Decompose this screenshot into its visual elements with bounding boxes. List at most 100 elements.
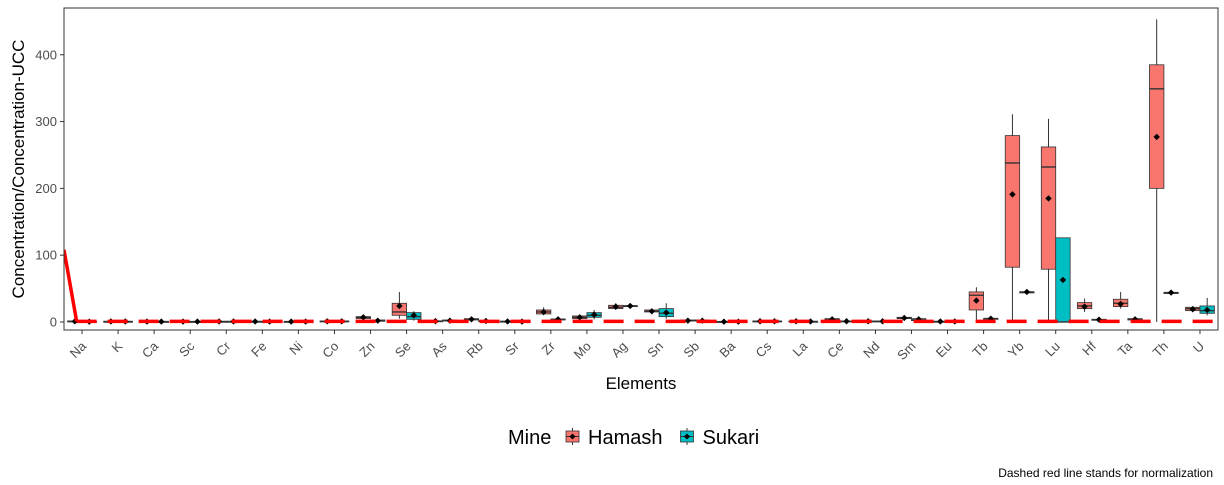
x-tick-label: K — [108, 338, 125, 355]
box-hamash-zr — [536, 307, 552, 316]
mean-marker — [1059, 276, 1067, 284]
x-axis: Na K Ca Sc Cr Fe Ni Co Zn Se As Rb Sr Zr Mo Ag Sn Sb Ba Cs L… — [67, 330, 1207, 363]
x-tick-label: Sb — [680, 339, 702, 361]
box-body — [1149, 64, 1165, 189]
box-sukari-sn — [658, 303, 674, 319]
plot-panel — [63, 7, 1219, 331]
x-tick-label: Sc — [176, 338, 198, 360]
y-tick-label: 100 — [35, 248, 57, 263]
x-tick-label: Rb — [463, 339, 485, 361]
x-tick-label: Nd — [860, 339, 882, 361]
legend-title: Mine — [508, 427, 551, 449]
x-tick-label: Lu — [1042, 339, 1063, 360]
box-sukari-ce — [838, 318, 855, 325]
x-tick-label: Hf — [1079, 338, 1099, 358]
mean-marker — [504, 318, 511, 325]
mean-marker — [410, 312, 418, 319]
x-tick-label: Ba — [716, 338, 738, 360]
mean-marker — [684, 317, 692, 324]
mean-marker — [540, 308, 547, 316]
x-tick-label: As — [428, 338, 450, 360]
mean-marker — [807, 318, 814, 325]
box-sukari-yb — [1019, 288, 1035, 296]
x-tick-label: Eu — [933, 339, 955, 361]
x-tick-label: Sn — [644, 339, 666, 361]
mean-marker — [626, 302, 634, 310]
x-tick-label: Cr — [213, 338, 234, 359]
box-hamash-sm — [896, 314, 912, 322]
box-body — [1004, 135, 1021, 268]
mean-marker — [1009, 191, 1016, 198]
mean-marker — [1045, 195, 1052, 202]
mean-marker — [158, 318, 165, 325]
x-tick-label: Zn — [356, 339, 377, 360]
y-axis: 0 100 200 300 400 — [35, 47, 64, 329]
mean-marker — [396, 302, 403, 310]
x-tick-label: Ta — [1115, 338, 1136, 359]
box-hamash-u — [1185, 305, 1201, 313]
mean-marker — [194, 318, 201, 325]
mean-marker — [843, 318, 850, 325]
marks-layer — [64, 19, 1218, 325]
box-hamash-zn — [355, 314, 371, 321]
legend: Mine Hamash Sukari — [508, 427, 759, 449]
x-tick-label: Se — [392, 339, 414, 361]
y-tick-label: 200 — [35, 181, 57, 196]
box-sukari-mo — [586, 309, 602, 320]
x-tick-label: Ce — [824, 339, 846, 361]
x-tick-label: La — [790, 338, 811, 359]
x-tick-label: Sr — [502, 338, 522, 358]
legend-label: Hamash — [588, 427, 662, 449]
legend-label: Sukari — [702, 427, 759, 449]
box-sukari-th — [1163, 289, 1179, 296]
x-tick-label: Ca — [139, 338, 162, 361]
y-tick-label: 300 — [35, 114, 57, 129]
box-body — [1040, 146, 1057, 270]
x-tick-label: Na — [67, 338, 90, 361]
x-tick-label: Cs — [752, 338, 774, 360]
box-hamash-lu — [1040, 118, 1057, 322]
box-hamash-rb — [463, 316, 480, 323]
mean-marker — [720, 318, 728, 325]
mean-marker — [590, 311, 598, 318]
x-tick-label: Ni — [286, 338, 305, 357]
mean-marker — [576, 314, 583, 321]
mean-marker — [468, 316, 475, 323]
box-hamash-ta — [1113, 291, 1129, 309]
x-tick-label: Zr — [539, 338, 559, 358]
legend-key-mean — [683, 433, 690, 440]
mean-marker — [1117, 300, 1124, 308]
legend-item-hamash: Hamash — [564, 427, 662, 449]
mean-marker — [1189, 306, 1196, 313]
x-tick-label: U — [1190, 339, 1207, 356]
x-tick-label: Fe — [248, 339, 269, 360]
x-tick-label: Tb — [969, 339, 990, 360]
box-hamash-se — [391, 291, 407, 319]
box-sukari-lu — [1055, 237, 1071, 323]
mean-marker — [1153, 133, 1160, 141]
box-hamash-yb — [1004, 114, 1021, 322]
mean-marker — [663, 309, 670, 316]
normalization-line-start — [64, 249, 79, 322]
mean-marker — [374, 317, 381, 324]
mean-marker — [612, 303, 619, 310]
x-tick-label: Yb — [1005, 339, 1027, 361]
y-tick-label: 0 — [50, 314, 57, 329]
mean-marker — [937, 318, 944, 325]
x-tick-label: Co — [319, 339, 341, 361]
y-tick-label: 400 — [35, 47, 57, 62]
box-sukari-ag — [622, 302, 638, 310]
box-hamash-th — [1149, 19, 1165, 322]
mean-marker — [251, 318, 259, 325]
mean-marker — [1203, 306, 1211, 314]
x-tick-label: Mo — [571, 339, 594, 362]
mean-marker — [973, 297, 980, 304]
box-hamash-hf — [1076, 298, 1093, 312]
mean-marker — [1023, 288, 1031, 296]
mean-marker — [648, 308, 656, 315]
mean-marker — [901, 314, 908, 322]
y-axis-label: Concentration/Concentration-UCC — [9, 40, 28, 299]
x-tick-label: Th — [1150, 339, 1171, 360]
box-sukari-u — [1199, 297, 1215, 316]
